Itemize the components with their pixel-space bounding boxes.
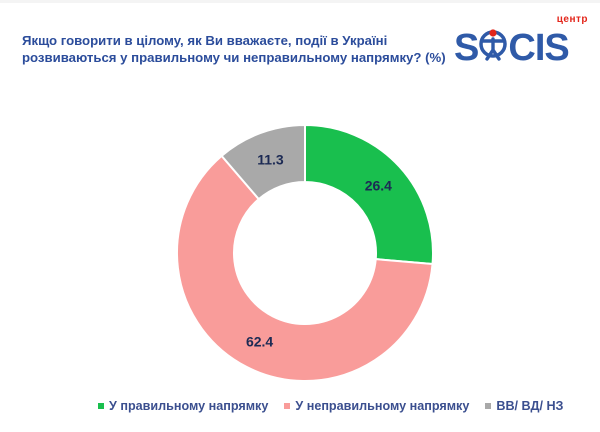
legend-label-incorrect: У неправильному напрямку xyxy=(295,399,470,413)
logo-letter-o-figure-icon xyxy=(478,24,508,72)
value-label-hard-to-say: 11.3 xyxy=(257,152,284,168)
chart-title: Якщо говорити в цілому, як Ви вважаєте, … xyxy=(22,33,446,65)
legend-swatch-incorrect xyxy=(284,403,291,409)
value-label-incorrect: 62.4 xyxy=(246,334,273,350)
slice-hard-to-say xyxy=(220,123,306,201)
logo-small-text: центр xyxy=(556,14,588,25)
top-bar xyxy=(0,0,600,3)
legend-label-correct: У правильному напрямку xyxy=(109,399,269,413)
legend-item-incorrect: У неправильному напрямку xyxy=(284,399,469,413)
legend-label-hard-to-say: ВВ/ ВД/ НЗ xyxy=(496,399,564,413)
legend-swatch-hard-to-say xyxy=(485,403,492,409)
logo-letter-s: S xyxy=(454,27,479,69)
legend-item-hard-to-say: ВВ/ ВД/ НЗ xyxy=(485,399,563,413)
chart-legend: У правильному напрямку У неправильному н… xyxy=(98,397,568,415)
logo-wordmark: S C IS xyxy=(454,24,570,72)
value-label-correct: 26.4 xyxy=(365,178,392,194)
slice-correct xyxy=(304,123,434,266)
legend-swatch-correct xyxy=(98,403,104,409)
socis-logo: центр S C IS xyxy=(454,12,592,68)
logo-letters-is: IS xyxy=(534,27,570,69)
logo-letter-c: C xyxy=(508,27,535,69)
legend-item-correct: У правильному напрямку xyxy=(98,399,268,413)
slice-incorrect xyxy=(176,154,434,382)
